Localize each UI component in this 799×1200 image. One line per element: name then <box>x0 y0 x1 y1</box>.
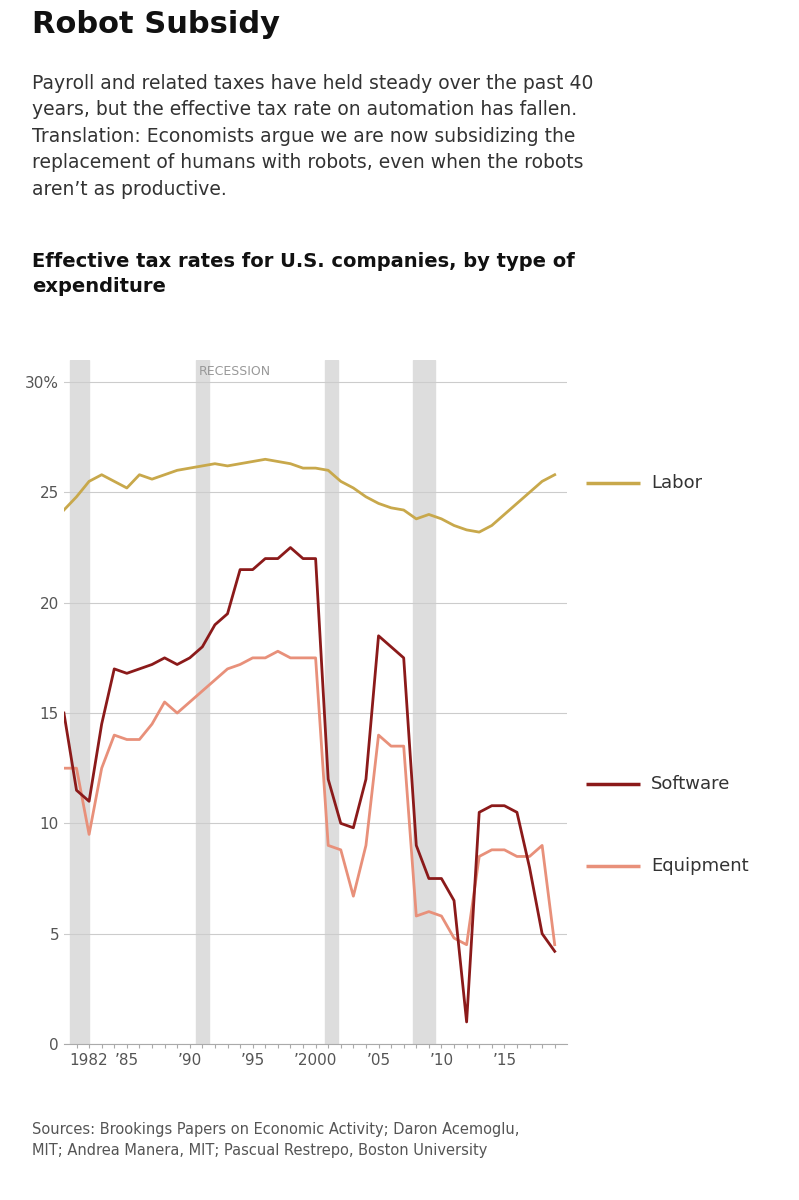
Text: Labor: Labor <box>650 474 702 492</box>
Text: RECESSION: RECESSION <box>199 365 271 378</box>
Bar <box>70 360 89 1044</box>
Text: Software: Software <box>650 775 730 793</box>
Text: Payroll and related taxes have held steady over the past 40
years, but the effec: Payroll and related taxes have held stea… <box>32 74 594 199</box>
Text: Effective tax rates for U.S. companies, by type of
expenditure: Effective tax rates for U.S. companies, … <box>32 252 574 296</box>
Bar <box>196 360 209 1044</box>
Text: Sources: Brookings Papers on Economic Activity; Daron Acemoglu,
MIT; Andrea Mane: Sources: Brookings Papers on Economic Ac… <box>32 1122 519 1158</box>
Bar <box>413 360 435 1044</box>
Bar <box>325 360 338 1044</box>
Text: Robot Subsidy: Robot Subsidy <box>32 10 280 40</box>
Text: Equipment: Equipment <box>650 857 749 875</box>
